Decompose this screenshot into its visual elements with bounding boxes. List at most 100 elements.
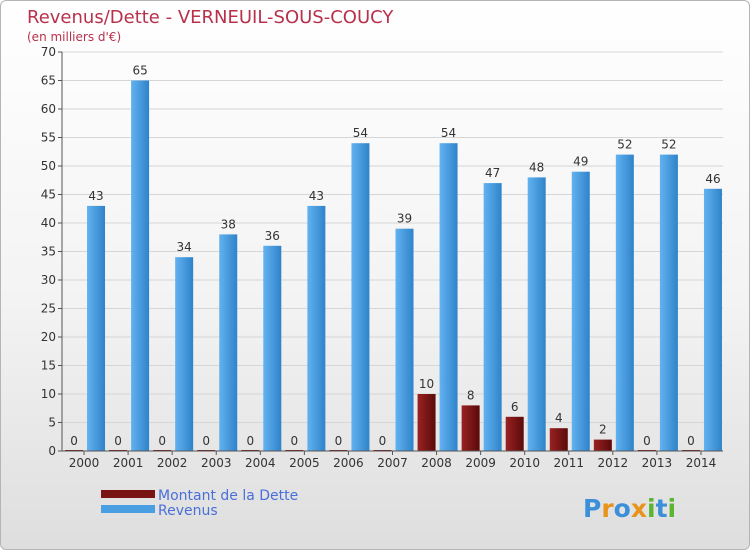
data-label: 47: [485, 166, 500, 180]
revenus-bar: [175, 257, 194, 451]
bars: [65, 80, 722, 452]
data-label: 0: [158, 434, 166, 448]
revenus-bar: [395, 228, 414, 451]
data-label: 34: [177, 240, 192, 254]
dette-bar: [593, 439, 612, 451]
revenus-bar: [131, 80, 150, 451]
revenus-bar: [351, 143, 370, 451]
data-label: 43: [88, 189, 103, 203]
data-label: 43: [309, 189, 324, 203]
revenus-bar: [527, 177, 546, 451]
x-tick-label: 2006: [333, 456, 364, 470]
gridlines: [62, 51, 723, 452]
revenus-bar: [87, 205, 106, 451]
revenus-bar: [571, 171, 590, 451]
x-tick-label: 2013: [642, 456, 673, 470]
data-label: 0: [291, 434, 299, 448]
y-tick-label: 10: [41, 387, 56, 401]
x-tick-label: 2005: [289, 456, 320, 470]
data-label: 52: [617, 138, 632, 152]
y-axis-ticks: 0 5 10 15 20 25 30 35 40 45 50 55 60 65 70: [41, 45, 62, 458]
data-label: 39: [397, 212, 412, 226]
revenus-bar: [615, 154, 634, 451]
chart-subtitle: (en milliers d'€): [27, 30, 121, 44]
x-tick-label: 2008: [421, 456, 452, 470]
legend-swatch-dette: [101, 490, 155, 498]
revenus-bar: [219, 234, 238, 451]
y-tick-label: 20: [41, 330, 56, 344]
x-tick-label: 2001: [113, 456, 144, 470]
data-label: 4: [555, 411, 563, 425]
logo-letter: t: [656, 494, 668, 523]
x-tick-label: 2003: [201, 456, 232, 470]
data-label: 0: [70, 434, 78, 448]
proxiti-logo: Proxiti: [583, 494, 676, 523]
data-label: 0: [643, 434, 651, 448]
logo-letter: o: [614, 494, 631, 523]
dette-bar: [505, 416, 524, 451]
revenus-bar: [439, 143, 458, 451]
data-labels: 0 43 0 65 0 34 0 38 0 36 0 43 0 54 0 39 10 54 8 47 6 48 4 49 2 52…: [70, 64, 720, 449]
data-label: 0: [114, 434, 122, 448]
y-tick-label: 35: [41, 245, 56, 259]
data-label: 48: [529, 160, 544, 174]
data-label: 6: [511, 400, 519, 414]
y-tick-label: 5: [48, 416, 56, 430]
logo-letter: P: [583, 494, 601, 523]
y-tick-label: 70: [41, 45, 56, 59]
y-tick-label: 30: [41, 273, 56, 287]
data-label: 46: [705, 172, 720, 186]
legend-label-revenus: Revenus: [158, 503, 218, 519]
logo-letter: r: [601, 494, 614, 523]
data-label: 0: [687, 434, 695, 448]
logo-letter: x: [631, 494, 647, 523]
legend: Montant de la Dette Revenus: [101, 488, 298, 519]
y-tick-label: 55: [41, 131, 56, 145]
data-label: 49: [573, 155, 588, 169]
revenus-bar: [307, 205, 326, 451]
dette-bar: [549, 428, 568, 451]
y-tick-label: 15: [41, 359, 56, 373]
x-tick-label: 2002: [157, 456, 188, 470]
y-tick-label: 50: [41, 159, 56, 173]
legend-label-dette: Montant de la Dette: [158, 488, 298, 504]
y-tick-label: 65: [41, 74, 56, 88]
data-label: 8: [467, 388, 475, 402]
data-label: 0: [246, 434, 254, 448]
data-label: 38: [221, 217, 236, 231]
x-tick-label: 2010: [509, 456, 540, 470]
y-tick-label: 25: [41, 302, 56, 316]
x-tick-label: 2000: [69, 456, 100, 470]
data-label: 0: [202, 434, 210, 448]
data-label: 2: [599, 423, 607, 437]
x-tick-label: 2011: [553, 456, 584, 470]
y-tick-label: 45: [41, 188, 56, 202]
dette-bar: [417, 394, 436, 451]
data-label: 54: [353, 126, 368, 140]
revenus-bar: [263, 245, 282, 451]
data-label: 0: [379, 434, 387, 448]
y-tick-label: 40: [41, 216, 56, 230]
x-tick-label: 2014: [686, 456, 717, 470]
x-tick-label: 2004: [245, 456, 276, 470]
x-axis-ticks: 2000 2001 2002 2003 2004 2005 2006 2007 2008 2009…: [69, 451, 716, 470]
dette-bar: [461, 405, 480, 451]
data-label: 54: [441, 126, 456, 140]
data-label: 0: [335, 434, 343, 448]
x-tick-label: 2009: [465, 456, 496, 470]
data-label: 36: [265, 229, 280, 243]
data-label: 10: [419, 377, 434, 391]
revenus-bar: [703, 188, 722, 452]
x-tick-label: 2012: [598, 456, 629, 470]
chart-title: Revenus/Dette - VERNEUIL-SOUS-COUCY: [27, 7, 394, 28]
data-label: 65: [132, 64, 147, 78]
y-tick-label: 0: [48, 444, 56, 458]
revenus-bar: [483, 183, 502, 451]
y-tick-label: 60: [41, 102, 56, 116]
legend-swatch-revenus: [101, 505, 155, 513]
x-tick-label: 2007: [377, 456, 408, 470]
revenus-bar: [659, 154, 678, 451]
logo-letter: i: [647, 494, 656, 523]
